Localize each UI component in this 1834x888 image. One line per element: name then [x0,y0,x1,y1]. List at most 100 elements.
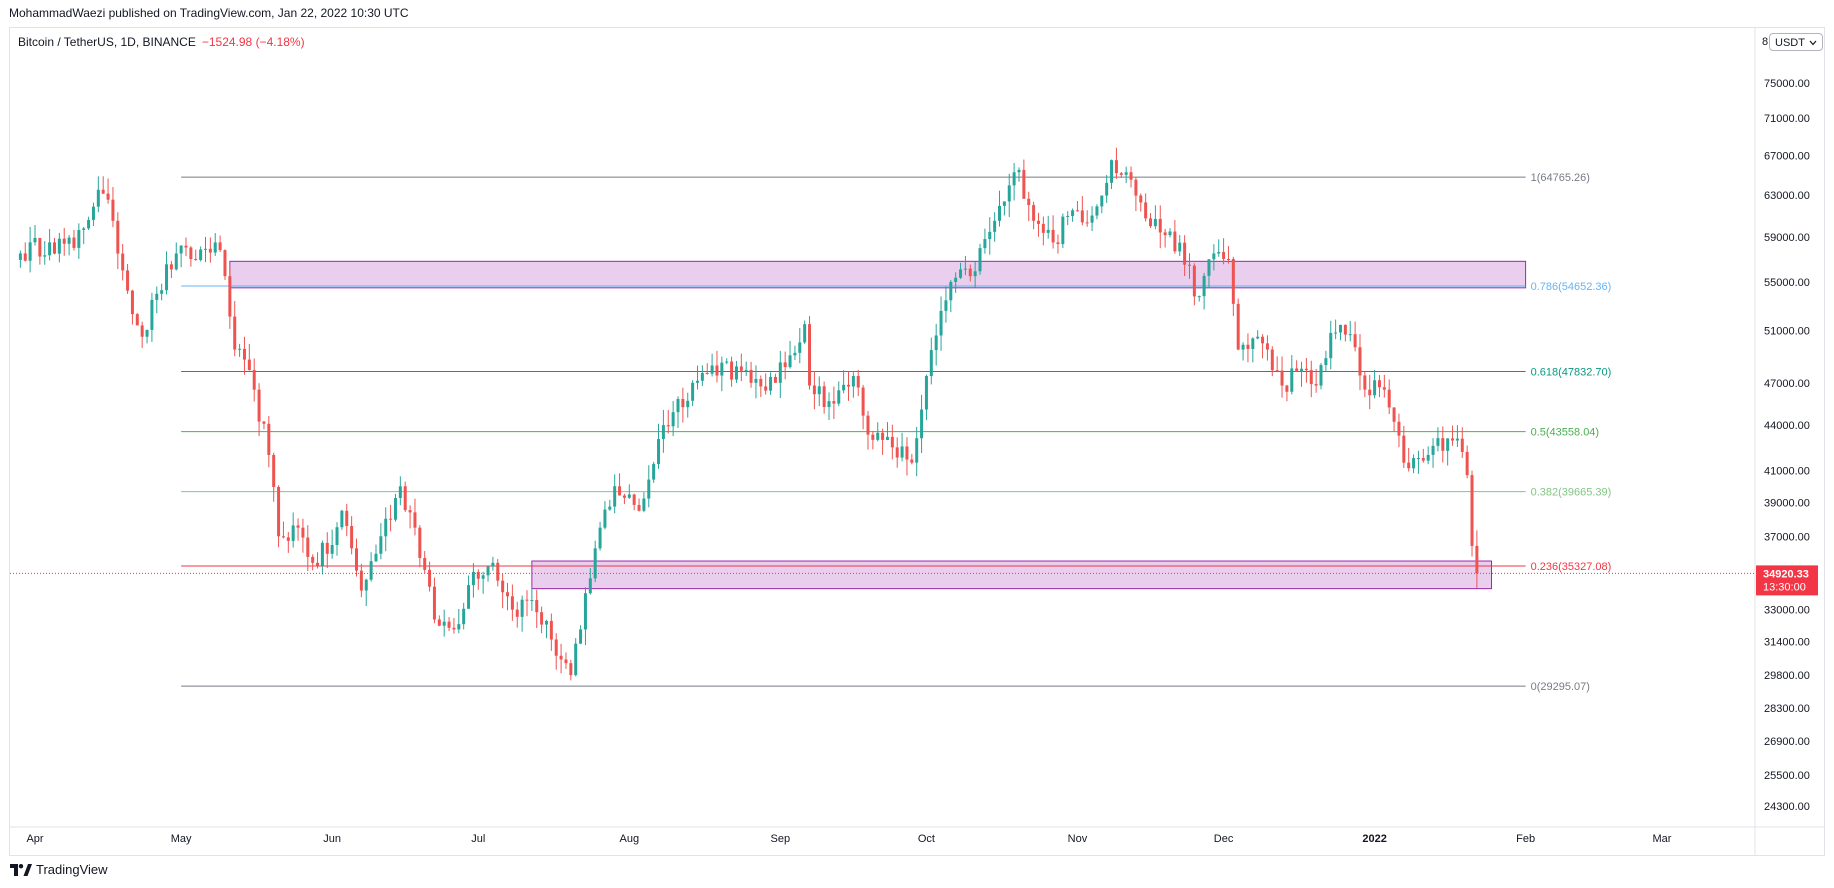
candle-body [1187,264,1191,266]
candle [1304,357,1308,383]
candle [715,350,719,383]
x-tick-label: Jun [323,833,341,845]
candle [155,286,159,314]
y-tick-label: 75000.00 [1764,78,1810,90]
y-tick-label: 41000.00 [1764,465,1810,477]
candle-body [842,384,846,391]
candle-body [613,486,617,507]
candle-body [272,454,276,487]
candle [364,578,368,606]
candle-body [1402,435,1406,463]
candle [106,178,110,204]
candle-body [340,510,344,528]
candle [637,498,641,512]
candle-body [38,237,42,257]
candle-body [1149,218,1153,227]
candle [1222,238,1226,265]
fib-label-0.618: 0.618(47832.70) [1531,367,1612,379]
candle [915,426,919,477]
candle-body [101,189,105,194]
candle-body [856,376,860,388]
candle [1392,407,1396,432]
candle-body [993,220,997,232]
candle [1071,208,1075,222]
candle [91,202,95,226]
candle [847,371,850,401]
candle-body [233,316,237,350]
candle-body [657,439,661,464]
candle-body [618,486,622,496]
candle-body [739,366,743,371]
candle-body [393,498,397,520]
candle [1207,259,1211,289]
candle-body [1285,385,1289,392]
candle-body [559,655,563,660]
candle-body [1231,259,1235,304]
x-tick-label: Nov [1068,833,1088,845]
y-tick-label: 63000.00 [1764,190,1810,202]
candle [501,574,505,609]
candle [1358,334,1362,391]
candle-body [598,527,602,549]
candle [1373,370,1377,399]
candle-body [579,629,583,644]
candle [525,590,529,617]
candle-body [1397,421,1401,436]
candle-body [1470,475,1474,546]
candle-body [1436,438,1440,446]
fib-label-0.382: 0.382(39665.39) [1531,487,1612,499]
lower-support-zone [531,560,1493,590]
candle-body [476,571,480,579]
candle-body [812,385,816,395]
candle-body [169,264,173,270]
candle [866,411,870,450]
candle-body [247,359,251,371]
candle [1183,235,1187,277]
candle-body [82,228,86,230]
candle [1407,447,1411,472]
candle [559,643,563,674]
candle [1236,298,1240,351]
candle-body [1368,389,1372,396]
candle-body [96,189,100,207]
candle-body [949,281,953,301]
candle-body [666,425,670,427]
candle-body [471,571,475,586]
candle [1319,362,1323,390]
y-tick-label: 28300.00 [1764,703,1810,715]
candle-body [1056,242,1060,245]
candle-body [554,639,558,656]
candle-body [749,369,753,383]
candle [369,552,373,582]
candle [1470,470,1474,557]
candle [1002,201,1006,216]
candle [233,300,237,357]
candle-body [1334,332,1338,334]
candle [140,321,144,348]
candle-body [350,526,354,549]
tradingview-brand[interactable]: TradingView [10,862,108,877]
x-tick-label: Jul [471,833,485,845]
candle-body [1460,438,1464,452]
candle-body [1134,179,1138,196]
candle-body [130,290,134,315]
candle [1368,374,1372,410]
candle [1275,356,1279,373]
candle-body [43,255,47,257]
candle [730,356,734,387]
candle [910,453,914,465]
candle-body [881,432,885,440]
currency-selector[interactable]: USDT [1769,33,1823,51]
chart-legend[interactable]: Bitcoin / TetherUS, 1D, BINANCE −1524.98 … [18,35,305,49]
candle-body [691,382,695,401]
candle-body [155,293,159,300]
candle [374,544,378,563]
candle [924,374,928,421]
candle [695,365,699,390]
candle-body [91,206,95,220]
candle-body [1075,210,1079,212]
candle-body [1407,462,1411,469]
candle-body [1095,206,1099,216]
x-tick-label: Oct [918,833,935,845]
